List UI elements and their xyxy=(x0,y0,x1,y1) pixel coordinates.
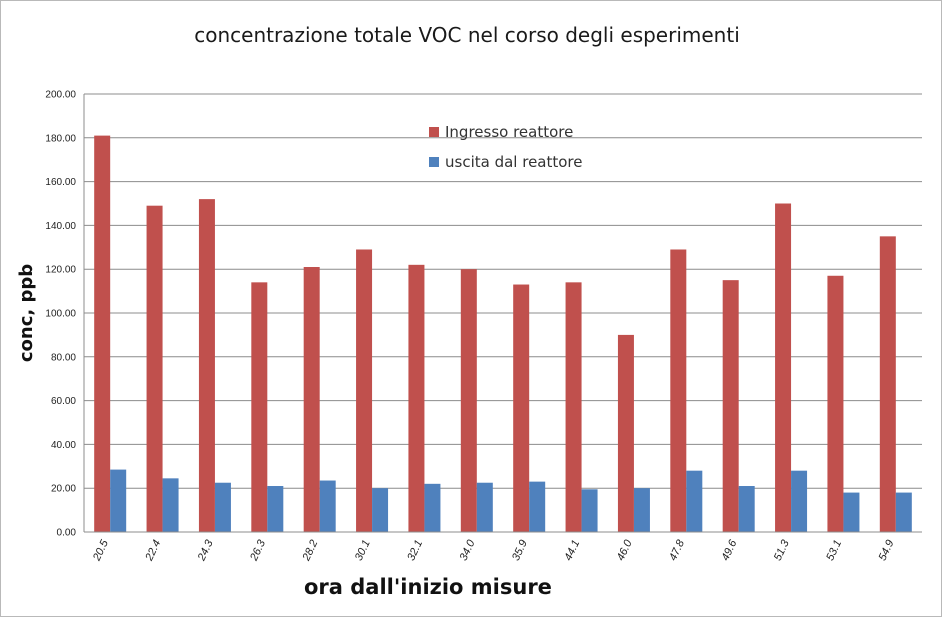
x-tick-label: 44.1 xyxy=(562,538,582,562)
y-tick-label: 180.00 xyxy=(45,133,76,144)
x-tick-label: 35.9 xyxy=(510,538,530,562)
y-tick-label: 80.00 xyxy=(51,352,76,363)
bar-ingresso-28.2 xyxy=(303,267,320,532)
x-tick-label: 54.9 xyxy=(877,538,897,562)
bar-uscita-24.3 xyxy=(214,482,231,532)
legend-swatch-uscita xyxy=(429,157,439,167)
bar-ingresso-51.3 xyxy=(775,203,792,532)
bar-ingresso-49.6 xyxy=(722,280,739,532)
legend-label-uscita: uscita dal reattore xyxy=(445,153,583,171)
bar-uscita-35.9 xyxy=(529,481,546,532)
bar-uscita-44.1 xyxy=(581,489,598,532)
x-tick-label: 30.1 xyxy=(353,538,373,562)
bar-uscita-30.1 xyxy=(372,488,389,532)
bar-uscita-26.3 xyxy=(267,486,284,532)
chart-title: concentrazione totale VOC nel corso degl… xyxy=(194,23,740,47)
y-tick-label: 200.00 xyxy=(45,90,76,101)
bar-uscita-46.0 xyxy=(633,488,650,532)
legend: Ingresso reattore uscita dal reattore xyxy=(429,123,583,171)
bar-ingresso-24.3 xyxy=(198,199,215,532)
bar-ingresso-34.0 xyxy=(460,269,477,532)
legend-label-ingresso: Ingresso reattore xyxy=(445,123,573,141)
y-tick-label: 140.00 xyxy=(45,221,76,232)
x-tick-label: 22.4 xyxy=(143,538,163,563)
bars xyxy=(94,135,912,533)
bar-uscita-32.1 xyxy=(424,483,441,532)
bar-uscita-28.2 xyxy=(319,480,336,532)
bar-ingresso-32.1 xyxy=(408,264,425,532)
y-tick-label: 40.00 xyxy=(51,440,76,451)
y-axis-title: conc, ppb xyxy=(16,264,37,362)
x-tick-label: 20.5 xyxy=(91,537,112,563)
bar-ingresso-35.9 xyxy=(513,284,530,532)
x-tick-label: 32.1 xyxy=(405,538,425,562)
x-tick-label: 34.0 xyxy=(458,537,478,562)
y-tick-label: 60.00 xyxy=(51,396,76,407)
y-tick-label: 100.00 xyxy=(45,309,76,320)
x-tick-label: 49.6 xyxy=(719,537,739,562)
bar-ingresso-54.9 xyxy=(879,236,896,532)
x-tick-label: 24.3 xyxy=(195,537,216,563)
bar-ingresso-44.1 xyxy=(565,282,582,532)
bar-uscita-34.0 xyxy=(476,482,493,532)
x-tick-label: 51.3 xyxy=(772,537,792,562)
bar-uscita-51.3 xyxy=(791,470,808,532)
x-tick-label: 28.2 xyxy=(300,538,320,563)
bar-ingresso-46.0 xyxy=(617,334,634,532)
y-tick-label: 0.00 xyxy=(57,528,77,539)
legend-item-uscita: uscita dal reattore xyxy=(429,153,583,171)
y-tick-labels: 0.00 20.00 40.00 60.00 80.00 100.00 120.00 140.… xyxy=(45,90,76,539)
bar-uscita-47.8 xyxy=(686,470,703,532)
y-tick-label: 120.00 xyxy=(45,265,76,276)
legend-swatch-ingresso xyxy=(429,127,439,137)
x-tick-label: 46.0 xyxy=(615,537,635,562)
bar-ingresso-30.1 xyxy=(356,249,373,533)
bar-ingresso-20.5 xyxy=(94,135,111,533)
bar-uscita-53.1 xyxy=(843,492,860,532)
gridlines xyxy=(84,93,922,489)
bar-uscita-20.5 xyxy=(110,469,127,532)
bar-ingresso-47.8 xyxy=(670,249,687,533)
bar-ingresso-53.1 xyxy=(827,275,844,532)
axes xyxy=(83,94,922,533)
bar-uscita-54.9 xyxy=(895,492,912,532)
x-axis-title: ora dall'inizio misure xyxy=(304,575,552,599)
y-tick-label: 160.00 xyxy=(45,177,76,188)
legend-item-ingresso: Ingresso reattore xyxy=(429,123,573,141)
bar-uscita-22.4 xyxy=(162,478,179,532)
y-tick-label: 20.00 xyxy=(51,484,76,495)
x-tick-labels: 20.5 22.4 24.3 26.3 28.2 30.1 32.1 34.0 35.9 44.1… xyxy=(91,537,897,563)
x-tick-label: 53.1 xyxy=(824,538,844,562)
bar-uscita-49.6 xyxy=(738,486,755,532)
bar-ingresso-26.3 xyxy=(251,282,268,532)
bar-ingresso-22.4 xyxy=(146,205,163,532)
x-tick-label: 47.8 xyxy=(667,537,687,562)
x-tick-label: 26.3 xyxy=(248,537,269,563)
